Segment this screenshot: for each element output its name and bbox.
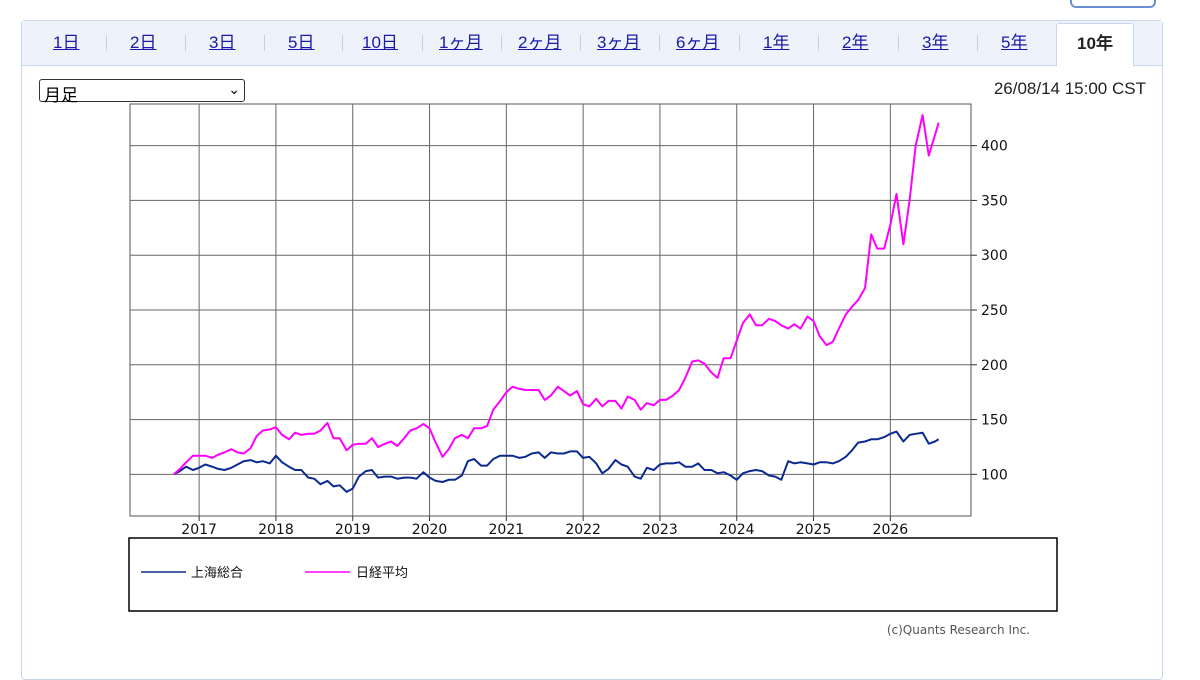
chart-svg: 2017 2018 2019 2020 2021 2022 2023 2024 2025 2026… xyxy=(128,103,1058,637)
legend: 上海総合 日経平均 xyxy=(128,537,1058,612)
x-tick-label: 2022 xyxy=(565,522,601,538)
tab-10d[interactable]: 10日 xyxy=(362,33,398,52)
x-tick-label: 2019 xyxy=(335,522,371,538)
x-tick-label: 2020 xyxy=(412,522,448,538)
tab-2m[interactable]: 2ヶ月 xyxy=(518,33,562,52)
legend-label-nikkei: 日経平均 xyxy=(356,566,408,581)
timestamp: 26/08/14 15:00 CST xyxy=(993,79,1146,98)
tab-5y[interactable]: 5年 xyxy=(1001,33,1028,52)
tab-separator xyxy=(898,35,899,51)
corner-button[interactable] xyxy=(1070,0,1156,8)
tab-separator xyxy=(977,35,978,51)
tab-3d[interactable]: 3日 xyxy=(209,33,236,52)
tab-5d[interactable]: 5日 xyxy=(288,33,315,52)
tab-separator xyxy=(739,35,740,51)
tab-separator xyxy=(818,35,819,51)
tab-separator xyxy=(580,35,581,51)
x-tick-label: 2017 xyxy=(181,522,217,538)
x-tick-label: 2025 xyxy=(796,522,832,538)
series-lines xyxy=(173,114,940,493)
x-tick-label: 2021 xyxy=(489,522,525,538)
tab-separator xyxy=(659,35,660,51)
tab-separator xyxy=(264,35,265,51)
series-line-shanghai xyxy=(173,430,940,493)
y-tick-label: 250 xyxy=(981,303,1008,319)
tab-10y-active[interactable]: 10年 xyxy=(1056,23,1134,66)
ticks: 2017 2018 2019 2020 2021 2022 2023 2024 2025 2026… xyxy=(181,139,1007,538)
tab-separator xyxy=(185,35,186,51)
y-tick-label: 350 xyxy=(981,193,1008,209)
x-tick-label: 2024 xyxy=(719,522,755,538)
tab-separator xyxy=(422,35,423,51)
tab-1d[interactable]: 1日 xyxy=(53,33,80,52)
tab-2d[interactable]: 2日 xyxy=(130,33,157,52)
y-tick-label: 100 xyxy=(981,467,1008,483)
x-tick-label: 2026 xyxy=(873,522,909,538)
series-line-nikkei xyxy=(173,114,940,476)
interval-select[interactable]: 月足 ⌄ xyxy=(39,79,245,105)
tab-3m[interactable]: 3ヶ月 xyxy=(597,33,641,52)
interval-select-value: 月足 xyxy=(44,86,78,105)
x-tick-label: 2023 xyxy=(642,522,678,538)
legend-box xyxy=(128,537,1058,612)
tab-separator xyxy=(106,35,107,51)
tab-3y[interactable]: 3年 xyxy=(922,33,949,52)
tab-2y[interactable]: 2年 xyxy=(842,33,869,52)
tab-1y[interactable]: 1年 xyxy=(763,33,790,52)
chevron-down-icon: ⌄ xyxy=(228,81,240,97)
y-tick-label: 400 xyxy=(981,139,1008,155)
tab-6m[interactable]: 6ヶ月 xyxy=(676,33,720,52)
y-tick-label: 200 xyxy=(981,358,1008,374)
y-tick-label: 150 xyxy=(981,413,1008,429)
tab-1m[interactable]: 1ヶ月 xyxy=(439,33,483,52)
tab-separator xyxy=(501,35,502,51)
period-tabs: 1日 2日 3日 5日 10日 1ヶ月 2ヶ月 3ヶ月 6ヶ月 1年 2年 3年… xyxy=(22,21,1162,66)
y-tick-label: 300 xyxy=(981,248,1008,264)
x-tick-label: 2018 xyxy=(258,522,294,538)
legend-label-shanghai: 上海総合 xyxy=(191,566,243,581)
copyright-credit: (c)Quants Research Inc. xyxy=(887,623,1030,637)
grid xyxy=(129,103,972,517)
tab-separator xyxy=(342,35,343,51)
